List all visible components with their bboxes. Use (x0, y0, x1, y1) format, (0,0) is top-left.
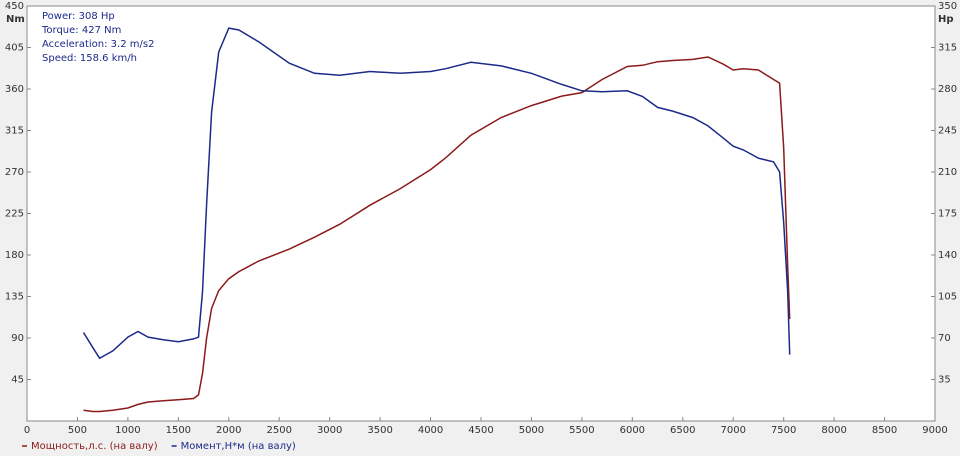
y2-tick-label: 280 (938, 84, 957, 95)
x-tick-label: 3500 (367, 425, 392, 436)
y-tick-label: 315 (5, 126, 24, 137)
x-tick-label: 5500 (569, 425, 594, 436)
y-axis-unit: Nm (6, 14, 25, 25)
x-tick-label: 3000 (317, 425, 342, 436)
y-tick-label: 450 (5, 1, 24, 12)
x-tick-label: 4500 (468, 425, 493, 436)
x-tick-label: 0 (24, 425, 30, 436)
x-tick-label: 5000 (519, 425, 544, 436)
series-line (82, 27, 791, 360)
info-text: Speed: 158.6 km/h (42, 53, 137, 64)
y-tick-label: 90 (11, 333, 24, 344)
y-tick-label: 45 (11, 375, 24, 386)
y-tick-label: 360 (5, 84, 24, 95)
y-tick-label: 135 (5, 292, 24, 303)
x-tick-label: 1500 (166, 425, 191, 436)
y2-tick-label: 105 (938, 292, 957, 303)
x-tick-label: 8500 (872, 425, 897, 436)
series-line (83, 56, 791, 413)
y2-tick-label: 210 (938, 167, 957, 178)
x-tick-label: 6000 (620, 425, 645, 436)
y2-tick-label: 70 (938, 333, 951, 344)
legend-label: Момент,Н*м (на валу) (181, 441, 296, 452)
y-tick-label: 405 (5, 43, 24, 54)
x-tick-label: 1000 (115, 425, 140, 436)
y-tick-label: 180 (5, 250, 24, 261)
y2-axis-unit: Hp (938, 14, 954, 25)
x-tick-label: 7000 (720, 425, 745, 436)
x-tick-label: 6500 (670, 425, 695, 436)
info-text: Torque: 427 Nm (41, 25, 121, 36)
y-tick-label: 225 (5, 209, 24, 220)
info-text: Acceleration: 3.2 m/s2 (42, 39, 154, 50)
y2-tick-label: 350 (938, 1, 957, 12)
x-tick-label: 7500 (771, 425, 796, 436)
y2-tick-label: 35 (938, 375, 951, 386)
info-text: Power: 308 Hp (42, 11, 115, 22)
y2-tick-label: 245 (938, 126, 957, 137)
x-tick-label: 2000 (216, 425, 241, 436)
y2-tick-label: 175 (938, 209, 957, 220)
y2-tick-label: 140 (938, 250, 957, 261)
x-tick-label: 9000 (922, 425, 947, 436)
plot-area (26, 5, 936, 422)
x-tick-label: 4000 (418, 425, 443, 436)
y-tick-label: 270 (5, 167, 24, 178)
x-tick-label: 2500 (266, 425, 291, 436)
x-tick-label: 500 (68, 425, 87, 436)
legend-label: Мощность,л.с. (на валу) (31, 441, 158, 452)
x-tick-label: 8000 (821, 425, 846, 436)
y2-tick-label: 315 (938, 43, 957, 54)
